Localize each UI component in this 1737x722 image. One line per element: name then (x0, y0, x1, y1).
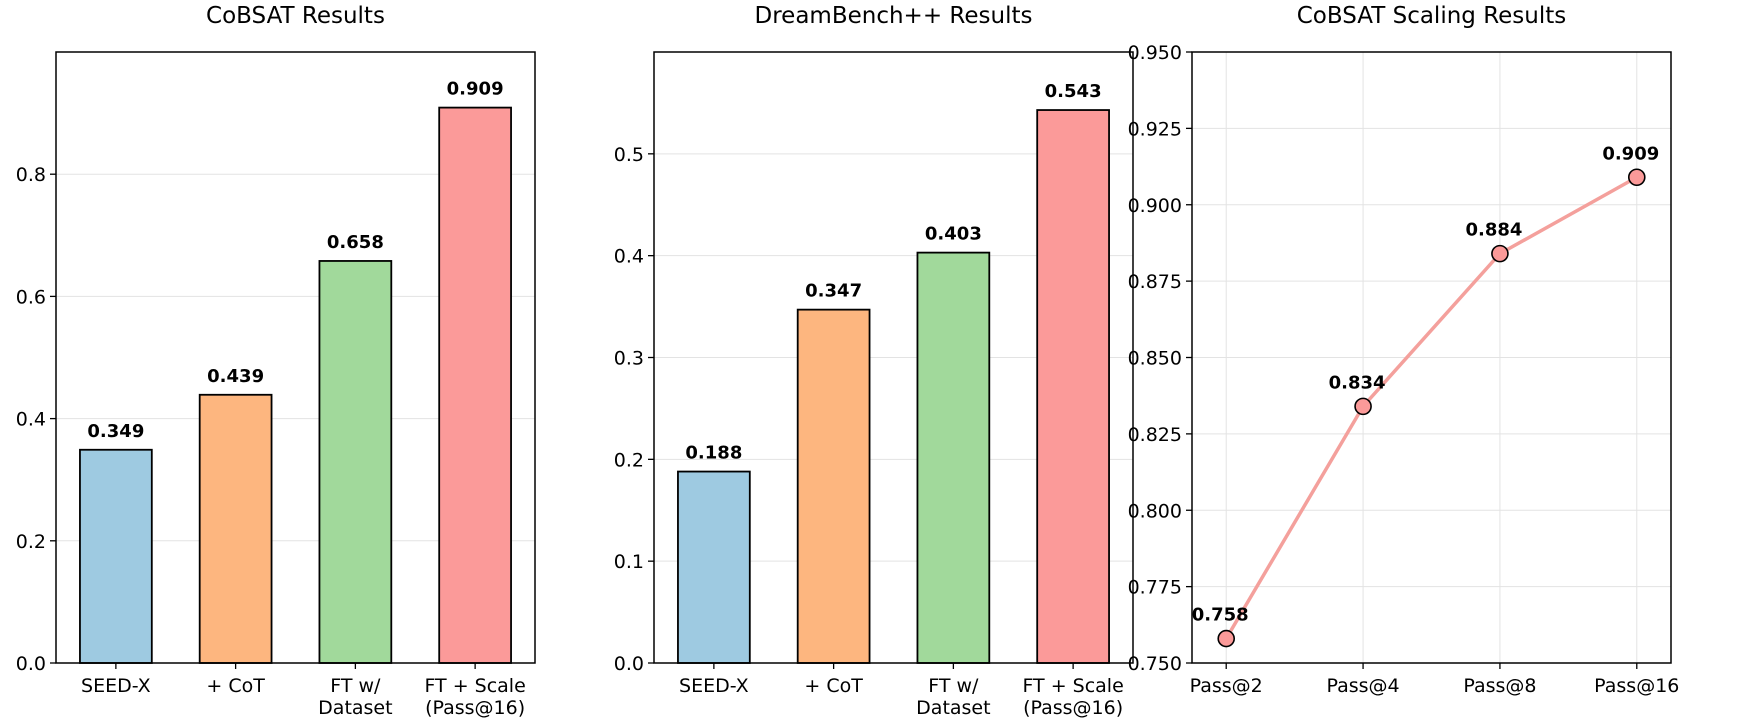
data-point (1627, 168, 1646, 187)
x-tick-label-line: FT + Scale (424, 675, 525, 697)
y-tick-label: 0.0 (16, 653, 46, 675)
x-tick-label-line: FT + Scale (1022, 675, 1123, 697)
y-tick-label: 0.900 (1128, 195, 1182, 217)
chart-title: DreamBench++ Results (755, 3, 1033, 29)
data-label: 0.439 (207, 366, 264, 387)
x-tick-label: Pass@8 (1463, 675, 1536, 697)
x-tick-label: Pass@2 (1190, 675, 1263, 697)
data-label: 0.349 (87, 421, 144, 442)
data-point (1491, 244, 1509, 263)
bar (79, 448, 153, 664)
x-tick-label: SEED-X (679, 675, 749, 697)
x-tick-label-line: + CoT (206, 675, 265, 697)
x-tick-label-line: Pass@16 (1594, 675, 1679, 697)
axes-frame (55, 51, 536, 664)
x-tick-label: SEED-X (81, 675, 151, 697)
series-line (1224, 175, 1638, 640)
bar (198, 393, 273, 664)
bar (1036, 109, 1110, 664)
data-label: 0.834 (1329, 372, 1386, 393)
data-label: 0.543 (1045, 81, 1102, 102)
chart-panel-1: CoBSAT Results 0.349 0.439 0.658 0.909 0.0 0.2… (16, 3, 536, 719)
y-tick-label: 0.5 (614, 144, 644, 166)
bar (916, 251, 991, 664)
data-label: 0.658 (327, 232, 384, 253)
y-tick-label: 0.800 (1128, 500, 1182, 522)
y-tick-label: 0.2 (16, 531, 46, 553)
x-tick-label-line: Pass@8 (1463, 675, 1536, 697)
x-tick-label-line: + CoT (804, 675, 863, 697)
x-tick-label: + CoT (804, 675, 863, 697)
chart-panel-3: CoBSAT Scaling Results 0.758 0.834 0.884 0.9… (1128, 3, 1680, 697)
data-point (1354, 397, 1372, 416)
x-tick-label-line: Pass@4 (1327, 675, 1400, 697)
data-label: 0.347 (805, 281, 862, 302)
x-tick-label-line: FT w/ (928, 675, 979, 697)
x-tick-label-line: (Pass@16) (1023, 697, 1123, 719)
bar (677, 470, 751, 664)
bar (318, 260, 393, 664)
y-tick-label: 0.925 (1128, 118, 1182, 140)
y-tick-label: 0.875 (1128, 271, 1182, 293)
data-label: 0.758 (1192, 605, 1249, 626)
data-label: 0.909 (1602, 143, 1659, 164)
x-tick-label-line: Dataset (916, 697, 990, 719)
data-label: 0.188 (685, 443, 742, 464)
y-tick-label: 0.750 (1128, 653, 1182, 675)
data-label: 0.884 (1465, 220, 1522, 241)
y-tick-label: 0.1 (614, 551, 644, 573)
x-tick-label: FT + Scale (Pass@16) (1022, 675, 1123, 719)
y-tick-label: 0.2 (614, 449, 644, 471)
y-tick-label: 0.4 (614, 246, 644, 268)
y-tick-label: 0.3 (614, 348, 644, 370)
x-tick-label: FT w/Dataset (916, 675, 990, 719)
x-tick-label: FT + Scale (Pass@16) (424, 675, 525, 719)
y-tick-label: 0.825 (1128, 424, 1182, 446)
x-tick-label-line: SEED-X (81, 675, 151, 697)
data-point (1217, 629, 1236, 648)
y-tick-label: 0.6 (16, 286, 46, 308)
x-tick-label: Pass@16 (1594, 675, 1679, 697)
bar (438, 106, 512, 664)
x-tick-label-line: Dataset (318, 697, 392, 719)
data-label: 0.403 (925, 224, 982, 245)
data-label: 0.909 (447, 79, 504, 100)
chart-title: CoBSAT Scaling Results (1297, 3, 1567, 29)
chart-title: CoBSAT Results (206, 3, 385, 29)
x-tick-label: FT w/Dataset (318, 675, 392, 719)
y-tick-label: 0.8 (16, 164, 46, 186)
y-tick-label: 0.4 (16, 409, 46, 431)
x-tick-label-line: (Pass@16) (425, 697, 525, 719)
y-tick-label: 0.950 (1128, 42, 1182, 64)
bar (796, 308, 871, 664)
chart-panel-2: DreamBench++ Results 0.188 0.347 0.403 0.543… (614, 3, 1134, 719)
x-tick-label-line: SEED-X (679, 675, 749, 697)
y-tick-label: 0.0 (614, 653, 644, 675)
y-tick-label: 0.850 (1128, 348, 1182, 370)
x-tick-label-line: FT w/ (330, 675, 381, 697)
x-tick-label: + CoT (206, 675, 265, 697)
x-tick-label-line: Pass@2 (1190, 675, 1263, 697)
y-tick-label: 0.775 (1128, 577, 1182, 599)
x-tick-label: Pass@4 (1327, 675, 1400, 697)
